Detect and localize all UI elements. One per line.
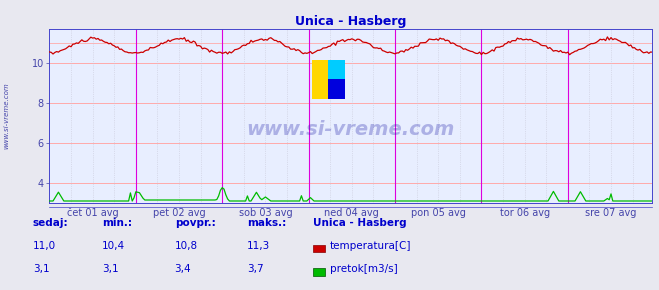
Text: www.si-vreme.com: www.si-vreme.com [246,120,455,139]
Text: 10,8: 10,8 [175,241,198,251]
Bar [312,60,328,99]
Text: Unica - Hasberg: Unica - Hasberg [313,218,407,228]
Text: 3,7: 3,7 [247,264,264,274]
Text: sedaj:: sedaj: [33,218,69,228]
Bar [328,79,345,99]
Text: www.si-vreme.com: www.si-vreme.com [3,83,10,149]
Text: 10,4: 10,4 [102,241,125,251]
Text: min.:: min.: [102,218,132,228]
Text: temperatura[C]: temperatura[C] [330,241,412,251]
Text: maks.:: maks.: [247,218,287,228]
Text: 3,1: 3,1 [102,264,119,274]
Bar [328,60,345,79]
Text: 3,4: 3,4 [175,264,191,274]
Text: 11,3: 11,3 [247,241,270,251]
Text: povpr.:: povpr.: [175,218,215,228]
Text: pretok[m3/s]: pretok[m3/s] [330,264,398,274]
Text: 3,1: 3,1 [33,264,49,274]
Title: Unica - Hasberg: Unica - Hasberg [295,15,407,28]
Text: 11,0: 11,0 [33,241,56,251]
